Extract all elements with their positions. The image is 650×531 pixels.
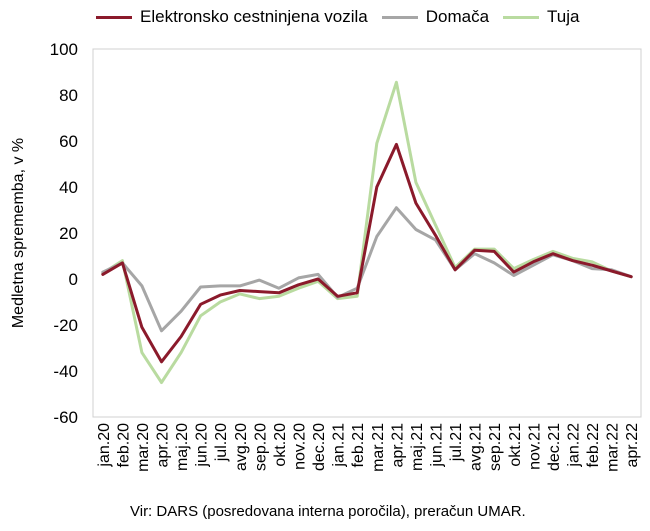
series-line-2	[101, 206, 633, 333]
legend-swatch-foreign	[503, 15, 540, 19]
legend-label-foreign: Tuja	[547, 7, 580, 26]
y-tick-label: 60	[59, 132, 78, 151]
legend-item-foreign: Tuja	[503, 7, 580, 27]
x-tick-label: apr.21	[389, 423, 406, 468]
source-note: Vir: DARS (posredovana interna poročila)…	[130, 503, 526, 520]
legend-swatch-domestic	[381, 15, 418, 19]
y-tick-label: 80	[59, 86, 78, 105]
x-tick-label: mar.21	[370, 423, 387, 472]
y-tick-label: 40	[59, 178, 78, 197]
series-line-3	[101, 80, 633, 384]
x-tick-label: feb.21	[350, 423, 367, 468]
legend-swatch-electronic	[96, 15, 132, 19]
x-tick-label: jul.21	[448, 423, 465, 462]
x-tick-label: sep.21	[487, 423, 504, 471]
x-tick-label: nov.21	[526, 423, 543, 470]
x-tick-label: dec.21	[546, 423, 563, 471]
x-tick-label: nov.20	[292, 423, 309, 470]
x-tick-label: apr.20	[155, 423, 172, 468]
y-tick-label: 0	[69, 270, 78, 289]
y-tick-label: -20	[53, 316, 78, 335]
legend-item-domestic: Domača	[381, 7, 490, 27]
legend-label-electronic: Elektronsko cestninjena vozila	[140, 7, 368, 26]
x-tick-label: jan.20	[96, 423, 113, 468]
x-tick-label: maj.20	[174, 423, 191, 471]
x-tick-label: jul.20	[213, 423, 230, 462]
x-tick-label: mar.22	[605, 423, 622, 472]
plot-area-border	[92, 48, 642, 418]
y-tick-label: 20	[59, 224, 78, 243]
y-tick-label: -60	[53, 408, 78, 427]
x-tick-label: okt.20	[272, 423, 289, 467]
x-tick-label: feb.22	[585, 423, 602, 468]
x-tick-label: apr.22	[624, 423, 641, 468]
y-tick-label: 100	[50, 40, 78, 59]
series-line-1	[101, 142, 633, 364]
x-tick-label: jun.20	[194, 423, 211, 468]
x-tick-label: feb.20	[115, 423, 132, 468]
x-tick-label: jan.21	[331, 423, 348, 468]
x-tick-label: sep.20	[252, 423, 269, 471]
legend-label-domestic: Domača	[425, 7, 490, 26]
x-tick-label: avg.20	[233, 423, 250, 471]
x-tick-label: okt.21	[507, 423, 524, 467]
x-tick-label: jan.22	[566, 423, 583, 468]
x-tick-label: avg.21	[468, 423, 485, 471]
x-tick-label: mar.20	[135, 423, 152, 472]
x-tick-label: maj.21	[409, 423, 426, 471]
y-tick-label: -40	[53, 362, 78, 381]
x-tick-label: jun.21	[429, 423, 446, 468]
legend-item-electronic: Elektronsko cestninjena vozila	[96, 7, 368, 27]
chart-legend: Elektronsko cestninjena vozila Domača Tu…	[96, 7, 594, 27]
x-tick-label: dec.20	[311, 423, 328, 471]
